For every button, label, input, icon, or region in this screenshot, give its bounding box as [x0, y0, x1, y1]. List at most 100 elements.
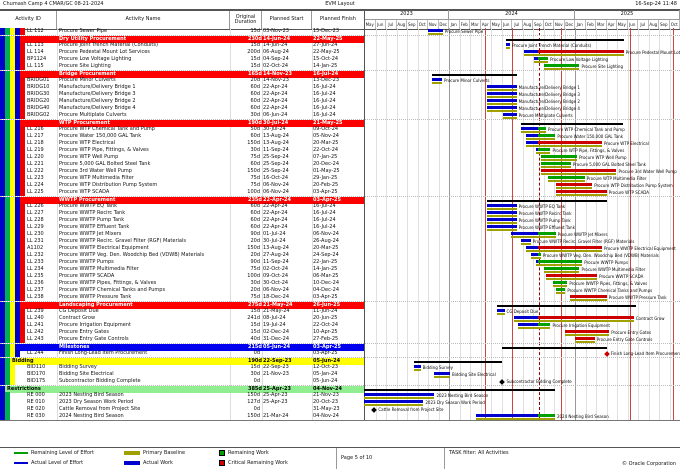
planned-start-cell: 11-Sep-24 — [263, 147, 289, 153]
group-stripe — [10, 182, 15, 189]
activity-row[interactable]: RE 010 2023 Dry Season Work Period 127d 25-… — [0, 399, 680, 406]
gantt-row-cell: Procure WWTP Electrical Equipment — [364, 245, 680, 252]
activity-row[interactable]: LL 115 Procure Site Lighting 15d 02-Oct-24 1… — [0, 63, 680, 70]
activity-row[interactable]: LL 231 Procure WWTP Recirc. Gravel Filter… — [0, 238, 680, 245]
activity-row[interactable]: LL 227 Procure WWTP Recirc Tank 60d 22-Apr-… — [0, 210, 680, 217]
gantt-row-cell: Procure Entry Gate Controls — [364, 336, 680, 343]
activity-row[interactable]: RE 020 Cattle Removal from Project Site 0d… — [0, 406, 680, 413]
group-band-row[interactable]: Landscaping Procurement 275d 21-May-24 26-J… — [0, 301, 680, 309]
activity-row[interactable]: BRIDG40 Manufacture/Delivery Bridge 4 60d 2… — [0, 105, 680, 112]
activity-name-cell: Contract Grow — [59, 315, 96, 321]
activity-row[interactable]: LL 114 Procure Pedestal Mount Lot Service… — [0, 49, 680, 56]
group-stripe — [0, 322, 5, 329]
activity-row[interactable]: LL 237 Procure WWTP Chemical Tanks and Pu… — [0, 287, 680, 294]
activity-row[interactable]: LL 238 Procure WWTP Pressure Tank 75d 18-De… — [0, 294, 680, 301]
activity-name-cell: Procure WTP Chemical Tank and Pump — [59, 126, 155, 132]
activity-row[interactable]: LL 224 Procure WTP Distribution Pump Syst… — [0, 182, 680, 189]
activity-row[interactable]: LL 233 Procure WWTP Pumps 90d 11-Sep-24 22-J… — [0, 259, 680, 266]
gantt-bar-remaining — [564, 330, 610, 333]
activity-row[interactable]: RE 030 2024 Nesting Bird Season 150d 21-Mar… — [0, 413, 680, 420]
activity-row[interactable]: LL 225 Procure WTP SCADA 100d 06-Nov-24 03-A… — [0, 189, 680, 196]
activity-row[interactable]: BRIDG01 Procure Minor Culverts 20d 14-Nov-2… — [0, 77, 680, 84]
activity-row[interactable]: LL 223 Procure WTP Multimedia Filter 75d 16… — [0, 175, 680, 182]
activity-row[interactable]: LL 234 Procure WWTP Multimedia Filter 75d 0… — [0, 266, 680, 273]
activity-row[interactable]: A1102 Procure WWTP Electrical Equipment 15… — [0, 245, 680, 252]
group-stripe — [20, 287, 25, 294]
baseline-bar — [548, 179, 585, 182]
activity-row[interactable]: BP1124 Procure Low Voltage Lighting 15d 04-… — [0, 56, 680, 63]
activity-row[interactable]: BRIDG20 Manufacture/Delivery Bridge 2 60d 2… — [0, 98, 680, 105]
group-stripe — [5, 42, 10, 49]
activity-row[interactable]: LL 228 Procure WWTP Pump Tank 60d 22-Apr-24… — [0, 217, 680, 224]
activity-row[interactable]: BRIDG02 Procure Multiplate Culverts 30d 06-… — [0, 112, 680, 119]
group-stripe — [10, 147, 15, 154]
activity-row[interactable]: BID110 Bidding Survey 15d 22-Sep-23 12-Oct-2… — [0, 364, 680, 371]
gantt-row-cell: 2023 Nesting Bird Season — [364, 392, 680, 399]
baseline-bar — [364, 403, 424, 406]
activity-row[interactable]: BID175 Subcontractor Bidding Complete 0d 05… — [0, 378, 680, 385]
activity-row[interactable]: LL 236 Procure WWTP Pipes, Fittings, & Va… — [0, 280, 680, 287]
activity-row[interactable]: LL 216 Procure WTP Chemical Tank and Pump… — [0, 126, 680, 133]
group-band-row[interactable]: Restrictions 385d 25-Apr-23 04-Nov-24 — [0, 385, 680, 393]
activity-row[interactable]: BID170 Bidding Site Electrical 30d 21-Nov-2… — [0, 371, 680, 378]
group-stripe — [20, 42, 25, 49]
activity-row[interactable]: LL 243 Procure Entry Gate Controls 40d 31-D… — [0, 336, 680, 343]
activity-row[interactable]: LL 220 Procure WTP Well Pump 75d 25-Sep-24 0… — [0, 154, 680, 161]
activity-row[interactable]: RE 000 2023 Nesting Bird Season 150d 25-Apr… — [0, 392, 680, 399]
planned-finish-cell: 05-Jun-24 — [313, 378, 338, 384]
activity-row[interactable]: LL 221 Procure 5,000 GAL Bolted Steel Tan… — [0, 161, 680, 168]
gantt-bar-actual — [428, 29, 443, 32]
gantt-row-cell — [364, 197, 680, 204]
activity-row[interactable]: BRIDG30 Manufacture/Delivery Bridge 3 60d 2… — [0, 91, 680, 98]
group-stripe — [20, 56, 25, 63]
activity-row[interactable]: BRIDG10 Manufacture/Delivery Bridge 1 60d 2… — [0, 84, 680, 91]
activity-row[interactable]: LL 226 Procure WWTP EQ Tank 60d 22-Apr-24 16… — [0, 203, 680, 210]
group-stripe — [15, 98, 20, 105]
activity-row[interactable]: LL 112 Procure Sewer Pipe 15d 03-Nov-23 15-D… — [0, 28, 680, 35]
activity-row[interactable]: LL 218 Procure WTP Electrical 150d 13-Aug-2… — [0, 140, 680, 147]
gantt-bar-label: CG Deposit Due — [506, 309, 539, 314]
activity-row[interactable]: LL 235 Procure WWTP SCADA 100d 09-Oct-24 06-… — [0, 273, 680, 280]
group-stripe — [10, 364, 15, 371]
activity-row[interactable]: LL 244 Finish Long-Lead Item Procurement 0… — [0, 350, 680, 357]
gantt-row-cell: Cattle Removal from Project Site — [364, 406, 680, 413]
activity-row[interactable]: LL 241 Procure Irrigation Equipment 15d 19-… — [0, 322, 680, 329]
activity-row[interactable]: LL 242 Procure Entry Gates 15d 02-Dec-24 10-… — [0, 329, 680, 336]
activity-row[interactable]: LL 113 Procure Joint Trench Material (Con… — [0, 42, 680, 49]
month-gridline — [480, 28, 482, 420]
activity-row[interactable]: LL 217 Procure Water 150,000 GAL Tank 60d 1… — [0, 133, 680, 140]
group-band-row[interactable]: Dry Utility Procurement 230d 14-Jun-24 22-M… — [0, 35, 680, 43]
activity-id-cell: LL 236 — [27, 280, 44, 286]
planned-finish-cell: 05-Nov-24 — [313, 133, 339, 139]
timeline-month-label: Dec — [439, 20, 449, 29]
activity-row[interactable]: LL 230 Procure WWTP Jet Mixers 90d 01-Jul-2… — [0, 231, 680, 238]
duration-cell: 60d — [250, 217, 260, 223]
activity-row[interactable]: LL 229 Procure WWTP Effluent Tank 60d 22-Ap… — [0, 224, 680, 231]
gantt-row-cell: Procure Water 150,000 GAL Tank — [364, 133, 680, 140]
baseline-bar — [541, 165, 571, 168]
group-stripe — [0, 406, 5, 413]
gantt-row-cell: Manufacture/Delivery Bridge 3 — [364, 91, 680, 98]
planned-start-cell: 22-Apr-24 — [263, 210, 288, 216]
gantt-timescale-header: 2023 2024 2025 May Jun Jul Aug Sep Oct Nov Dec Jan… — [364, 10, 680, 29]
activity-row[interactable]: LL 240 Contract Grow 241d 08-Jul-24 20-Jun-2… — [0, 315, 680, 322]
group-stripe — [20, 189, 25, 196]
group-band-row[interactable]: Milestones 215d 05-Jun-24 03-Apr-25 — [0, 343, 680, 351]
activity-name-cell: Procure Multiplate Culverts — [59, 112, 127, 118]
gantt-bar-label: Procure WWTP EQ Tank — [518, 204, 566, 209]
group-band-row[interactable]: Bidding 190d 22-Sep-23 05-Jun-24 — [0, 357, 680, 365]
group-band-row[interactable]: WWTP Procurement 235d 22-Apr-24 03-Apr-25 — [0, 196, 680, 204]
gantt-bar-remaining — [538, 141, 602, 144]
group-band-row[interactable]: Bridge Procurement 165d 14-Nov-23 16-Jul-24 — [0, 70, 680, 78]
group-stripe — [5, 413, 10, 420]
activity-row[interactable]: LL 232 Procure WWTP Veg. Den. Woodchip Be… — [0, 252, 680, 259]
duration-cell: 15d — [250, 42, 260, 48]
activity-row[interactable]: LL 222 Procure 3rd Water Well Pump 150d 25-… — [0, 168, 680, 175]
group-stripe — [5, 28, 10, 35]
group-stripe — [0, 175, 5, 182]
gantt-row-cell — [364, 386, 680, 393]
summary-bar — [432, 73, 517, 76]
activity-row[interactable]: LL 239 CG Deposit Due 15d 21-May-24 11-Jun-2… — [0, 308, 680, 315]
group-band-row[interactable]: WTP Procurement 190d 30-Jul-24 21-May-25 — [0, 119, 680, 127]
activity-row[interactable]: LL 219 Procure WTP Pipe, Fittings, & Valv… — [0, 147, 680, 154]
